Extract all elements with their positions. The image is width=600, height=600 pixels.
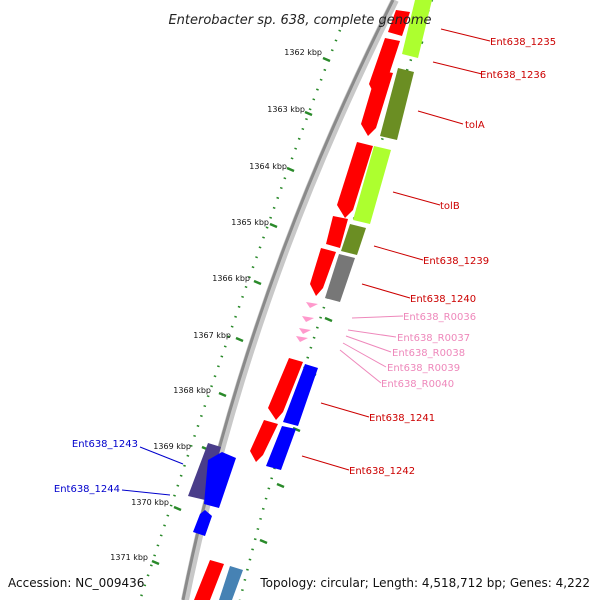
backbone-arc-core	[181, 0, 395, 600]
gene-label[interactable]: Ent638_1241	[369, 413, 435, 424]
kbp-tick-ring	[138, 29, 342, 600]
feature-lime-1	[402, 0, 432, 58]
kbp-label: 1368 kbp	[173, 386, 211, 395]
feature-ent638-1241	[268, 358, 303, 420]
feature-steelblue	[219, 566, 243, 600]
kbp-label: 1371 kbp	[110, 553, 148, 562]
feature-ent638-1239	[326, 216, 348, 248]
feature-tolb	[337, 142, 373, 218]
gene-label[interactable]: tolA	[465, 120, 485, 131]
gene-label[interactable]: Ent638_R0036	[403, 312, 476, 323]
gene-label[interactable]: Ent638_1236	[480, 70, 546, 81]
gene-label[interactable]: Ent638_1239	[423, 256, 489, 267]
accession-text: Accession: NC_009436	[8, 576, 144, 590]
map-title: Enterobacter sp. 638, complete genome	[168, 13, 431, 28]
kbp-label: 1362 kbp	[284, 48, 322, 57]
topology-text: Topology: circular; Length: 4,518,712 bp…	[259, 576, 590, 590]
kbp-label: 1370 kbp	[131, 498, 169, 507]
kbp-label: 1369 kbp	[153, 442, 191, 451]
kbp-label: 1366 kbp	[212, 274, 250, 283]
gene-label[interactable]: Ent638_1243	[72, 439, 138, 450]
gene-label[interactable]: Ent638_R0039	[387, 363, 460, 374]
feature-ent638-1240	[310, 248, 336, 296]
kbp-labels: 1362 kbp 1363 kbp 1364 kbp 1365 kbp 1366…	[110, 48, 322, 562]
gene-label[interactable]: Ent638_1235	[490, 37, 556, 48]
gene-label[interactable]: Ent638_1242	[349, 466, 415, 477]
kbp-label: 1363 kbp	[267, 105, 305, 114]
feature-tola	[361, 70, 393, 136]
features-blue	[188, 364, 318, 600]
feature-blue-2	[266, 426, 296, 470]
gene-labels: Ent638_1235 Ent638_1236 tolA tolB Ent638…	[54, 37, 556, 495]
gene-label[interactable]: Ent638_R0037	[397, 333, 470, 344]
feature-olive-1	[380, 68, 414, 140]
features-pink	[296, 302, 318, 342]
gene-label[interactable]: tolB	[440, 201, 460, 212]
backbone-arc	[181, 0, 399, 600]
features-lime	[325, 0, 432, 302]
feature-gray-1	[325, 254, 355, 302]
gene-label[interactable]: Ent638_R0038	[392, 348, 465, 359]
kbp-ticks	[151, 56, 331, 566]
features-red	[194, 10, 410, 600]
feature-ent638-1242	[250, 420, 278, 462]
feature-blue-1	[283, 364, 318, 426]
feature-blue-small	[193, 510, 212, 536]
feature-bottom-red	[194, 560, 224, 600]
kbp-label: 1365 kbp	[231, 218, 269, 227]
feature-olive-2	[341, 224, 366, 255]
kbp-label: 1367 kbp	[193, 331, 231, 340]
feature-ent638-1243	[188, 443, 221, 500]
gene-label[interactable]: Ent638_1240	[410, 294, 476, 305]
feature-ent638-1244	[204, 452, 236, 508]
feature-ent638-1235	[388, 10, 410, 36]
feature-lime-2	[353, 146, 391, 224]
leader-lines	[121, 28, 491, 496]
gene-label[interactable]: Ent638_1244	[54, 484, 120, 495]
kbp-label: 1364 kbp	[249, 162, 287, 171]
gene-label[interactable]: Ent638_R0040	[381, 379, 454, 390]
